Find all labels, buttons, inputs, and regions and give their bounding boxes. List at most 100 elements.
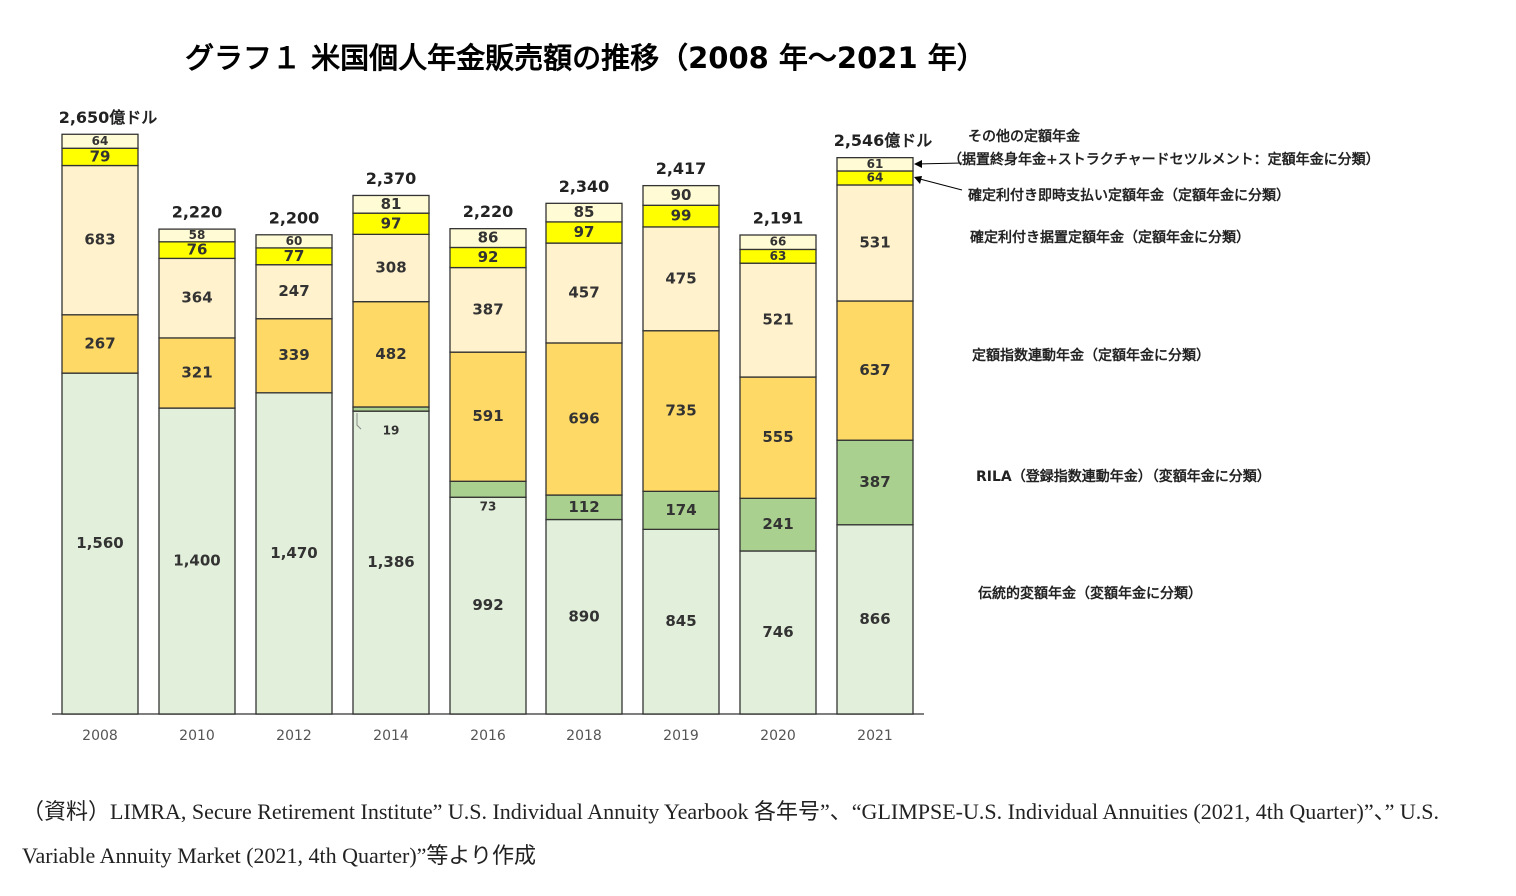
value-label: 63: [770, 249, 787, 263]
value-label: 457: [568, 284, 599, 302]
value-label: 64: [867, 170, 884, 184]
bar-segment: [739, 550, 817, 715]
value-label: 683: [84, 231, 115, 249]
arrow: [915, 162, 963, 165]
arrow: [915, 177, 963, 191]
value-label: 591: [472, 407, 503, 425]
value-label: 97: [574, 223, 595, 241]
value-label: 387: [472, 300, 503, 318]
legend-label: RILA（登録指数連動年金）（変額年金に分類）: [976, 468, 1271, 485]
bar-segment: [545, 202, 623, 223]
total-label: 2,417: [656, 159, 707, 178]
legend-label: 伝統的変額年金（変額年金に分類）: [978, 585, 1202, 602]
value-label: 746: [762, 623, 793, 641]
bar-segment: [545, 518, 623, 715]
value-label: 99: [671, 207, 692, 225]
value-label: 555: [762, 428, 793, 446]
value-label: 364: [181, 289, 212, 307]
total-label: 2,220: [463, 202, 514, 221]
bar-segment: [158, 407, 236, 715]
value-label: 77: [284, 247, 305, 265]
bar-segment: [739, 234, 817, 251]
source-note: （資料）LIMRA, Secure Retirement Institute” …: [22, 799, 1439, 868]
x-tick-label: 2020: [760, 728, 796, 744]
total-label: 2,370: [366, 169, 417, 188]
bar-segment: [255, 318, 333, 394]
bar-segment: [642, 226, 720, 332]
value-label: 735: [665, 402, 696, 420]
legend-note: （据置終身年金+ストラクチャードセツルメント：定額年金に分類）: [948, 151, 1380, 168]
x-tick-label: 2016: [470, 728, 506, 744]
value-label: 637: [859, 361, 890, 379]
value-label: 308: [375, 259, 406, 277]
value-label: 241: [762, 515, 793, 533]
total-label: 2,650億ドル: [59, 108, 158, 127]
bar-segment: [642, 330, 720, 492]
value-label: 321: [181, 364, 212, 382]
total-label: 2,191: [753, 209, 804, 228]
bar-segment: [545, 494, 623, 521]
leader-line: [356, 413, 362, 430]
bar-segment: [352, 233, 430, 303]
bar-segment: [352, 410, 430, 715]
legend-label: 確定利付き即時支払い定額年金（定額年金に分類）: [968, 187, 1290, 204]
value-label: 845: [665, 612, 696, 630]
bar-segment: [449, 496, 527, 715]
bar-segment: [449, 351, 527, 482]
bar-segment: [642, 490, 720, 531]
value-label: 92: [478, 248, 499, 266]
value-label: 60: [286, 234, 303, 248]
value-label: 339: [278, 346, 309, 364]
value-label: 387: [859, 473, 890, 491]
bar-segment: [255, 392, 333, 715]
bar-segment: [158, 228, 236, 243]
arrow-head: [914, 160, 922, 168]
bar-segment: [255, 264, 333, 320]
x-tick-label: 2014: [373, 728, 409, 744]
total-label: 2,340: [559, 177, 610, 196]
bar-segment: [449, 266, 527, 353]
value-label: 696: [568, 410, 599, 428]
value-label: 1,386: [367, 553, 414, 571]
value-label: 1,470: [270, 544, 317, 562]
total-label: 2,546億ドル: [834, 131, 933, 150]
bar-segment: [836, 157, 914, 172]
value-label: 521: [762, 311, 793, 329]
value-label: 1,400: [173, 552, 220, 570]
bar-segment: [158, 337, 236, 409]
value-label: 73: [480, 500, 497, 514]
bar-segment: [836, 524, 914, 715]
bar-segment: [449, 228, 527, 249]
legend-label: 確定利付き据置定額年金（定額年金に分類）: [970, 229, 1250, 246]
total-label: 2,200: [269, 208, 320, 227]
x-tick-label: 2021: [857, 728, 893, 744]
x-tick-label: 2010: [179, 728, 215, 744]
value-label: 58: [189, 228, 206, 242]
value-label: 531: [859, 233, 890, 251]
total-label: 2,220: [172, 203, 223, 222]
value-label: 112: [568, 498, 599, 516]
bar-segment: [352, 194, 430, 214]
bar-segment: [61, 133, 139, 149]
bar-segment: [642, 528, 720, 715]
value-label: 482: [375, 345, 406, 363]
value-label: 475: [665, 269, 696, 287]
x-tick-label: 2012: [276, 728, 312, 744]
value-label: 86: [478, 229, 499, 247]
value-label: 61: [867, 157, 884, 171]
arrow-head: [914, 176, 922, 184]
value-label: 267: [84, 334, 115, 352]
chart-title: グラフ１ 米国個人年金販売額の推移（2008 年～2021 年）: [185, 41, 986, 75]
bar-segment: [255, 234, 333, 249]
bar-segment: [739, 376, 817, 499]
value-label: 79: [90, 147, 111, 165]
x-tick-label: 2008: [82, 728, 118, 744]
value-label: 90: [671, 186, 692, 204]
legend-label: その他の定額年金: [968, 128, 1081, 145]
value-label: 866: [859, 610, 890, 628]
value-label: 1,560: [76, 534, 123, 552]
x-tick-label: 2018: [566, 728, 602, 744]
value-label: 76: [187, 241, 208, 259]
value-label: 64: [92, 134, 109, 148]
